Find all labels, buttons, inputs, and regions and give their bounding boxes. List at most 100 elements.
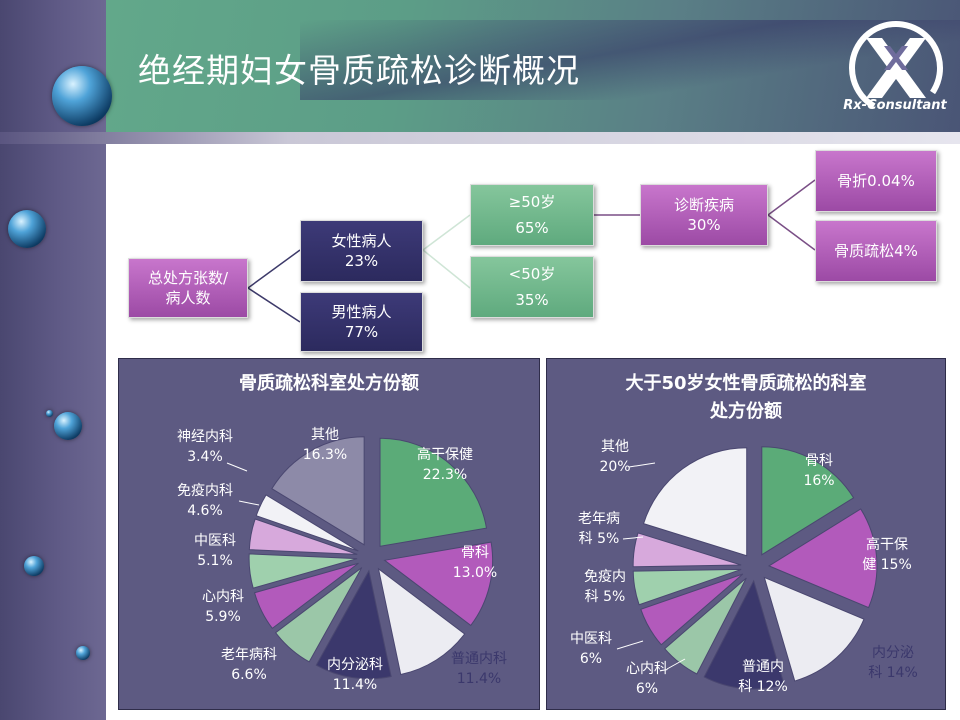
pie-slice-label-6: 免疫内科 5% <box>584 569 626 605</box>
node-diagnosed: 诊断疾病 30% <box>640 184 768 246</box>
pie-slice-0 <box>379 437 488 547</box>
pie-label-text: 4.6% <box>187 503 223 519</box>
sphere-decoration <box>46 410 53 417</box>
pie-slice-label-8: 其他 20% <box>599 439 630 475</box>
node-female-patients: 女性病人 23% <box>300 220 423 282</box>
pie-slice-5 <box>253 562 359 630</box>
sphere-decoration <box>76 646 90 660</box>
node-over50-label: ≥50岁 <box>508 193 556 211</box>
node-osteoporosis-label: 骨质疏松4% <box>834 242 918 260</box>
pie-label-text: 内分泌科 <box>327 657 383 673</box>
pie-label-text: 健 15% <box>862 557 912 573</box>
pie-slice-3 <box>703 579 785 690</box>
page-title: 绝经期妇女骨质疏松诊断概况 <box>138 51 580 90</box>
pie-slice-label-7: 老年病科 5% <box>578 511 620 547</box>
pie-slice-label-3: 普通内科 12% <box>738 659 788 695</box>
pie-label-text: 20% <box>599 459 630 475</box>
logo-text: Rx-Consultant <box>843 98 947 113</box>
pie-slice-7 <box>248 518 358 555</box>
pie-label-text: 5.1% <box>197 553 233 569</box>
rx-consultant-logo <box>848 20 943 115</box>
pie-label-text: 内分泌 <box>872 645 914 661</box>
pie-right-title-line2: 处方份额 <box>710 401 782 422</box>
tree-connectors <box>247 179 816 323</box>
pie-right-title-line1: 大于50岁女性骨质疏松的科室 <box>625 373 867 394</box>
pie-label-text: 免疫内科 <box>177 483 233 499</box>
pie-label-text: 老年病科 <box>221 647 277 663</box>
pie-slice-0 <box>761 446 855 556</box>
node-male-label: 男性病人 <box>331 303 392 321</box>
pie-slice-4 <box>664 577 747 675</box>
pie-label-text: 16.3% <box>303 447 347 463</box>
pie-slice-1 <box>383 541 494 627</box>
pie-slice-label-3: 内分泌科 11.4% <box>327 657 383 693</box>
pie-slice-label-4: 老年病科 6.6% <box>221 647 277 683</box>
sphere-decoration <box>52 66 112 126</box>
pie-label-text: 6.6% <box>231 667 267 683</box>
pie-slice-6 <box>248 553 358 589</box>
pie-slice-label-7: 免疫内科 4.6% <box>177 483 233 519</box>
pie-label-text: 11.4% <box>333 677 377 693</box>
pie-slice-label-1: 高干保健 15% <box>862 536 912 573</box>
pie-label-text: 3.4% <box>187 449 223 465</box>
pie-slice-label-4: 心内科 6% <box>626 661 668 697</box>
pie-slice-6 <box>632 568 742 606</box>
node-over50-value: 65% <box>515 219 549 237</box>
pie-label-text: 22.3% <box>423 467 467 483</box>
pie-leader-line <box>616 640 644 650</box>
node-osteoporosis: 骨质疏松4% <box>815 220 937 282</box>
pie-right-chart: 骨科 16% 高干保健 15% 内分泌科 14% 普通内科 12% 心内科 6% 中医科 6% 免… <box>570 439 918 697</box>
node-under50-label: <50岁 <box>508 265 556 283</box>
pie-label-text: 高干保健 <box>417 446 473 463</box>
pie-leader-line <box>628 462 656 468</box>
pie-label-text: 其他 <box>601 439 629 455</box>
node-diagnosed-label: 诊断疾病 <box>673 196 734 214</box>
sphere-decoration <box>8 210 46 248</box>
node-diagnosed-value: 30% <box>687 216 721 234</box>
pie-label-text: 老年病 <box>578 511 620 527</box>
header-divider-band <box>0 132 960 144</box>
pie-slice-5 <box>640 573 744 646</box>
node-male-value: 77% <box>344 323 379 341</box>
pie-label-text: 13.0% <box>453 565 497 581</box>
pie-label-text: 心内科 <box>626 661 668 677</box>
node-female-label: 女性病人 <box>331 232 392 250</box>
pie-slice-label-8: 神经内科 3.4% <box>177 429 233 465</box>
pie-leader-line <box>226 462 248 472</box>
pie-label-text: 科 14% <box>868 665 918 681</box>
pie-label-text: 5.9% <box>205 609 241 625</box>
pie-slice-2 <box>763 576 865 682</box>
pie-slice-label-2: 普通内科 11.4% <box>451 651 507 687</box>
pie-slice-4 <box>274 567 363 663</box>
node-under50-value: 35% <box>515 291 549 309</box>
pie-label-text: 神经内科 <box>177 429 233 445</box>
pie-label-text: 普通内 <box>742 659 784 675</box>
pie-slice-label-2: 内分泌科 14% <box>868 645 918 681</box>
pie-label-text: 科 5% <box>585 589 626 605</box>
pie-label-text: 其他 <box>311 427 339 443</box>
node-fracture: 骨折0.04% <box>815 150 937 212</box>
pie-slice-3 <box>315 569 392 680</box>
pie-slice-label-5: 中医科 6% <box>570 631 612 667</box>
pie-label-text: 普通内科 <box>451 651 507 667</box>
pie-label-text: 心内科 <box>202 589 244 605</box>
node-age-under-50: <50岁 35% <box>470 256 594 318</box>
pie-slice-label-9: 其他 16.3% <box>303 427 347 463</box>
pie-slice-label-0: 高干保健 22.3% <box>417 446 473 483</box>
pie-slice-label-0: 骨科 16% <box>803 453 834 489</box>
node-female-value: 23% <box>344 252 379 270</box>
pie-leader-line <box>238 500 260 506</box>
pie-slice-1 <box>767 508 878 609</box>
node-total-line2: 病人数 <box>165 289 211 307</box>
pie-slice-label-1: 骨科 13.0% <box>453 545 497 581</box>
pie-slice-9 <box>271 436 365 546</box>
pie-label-text: 骨科 <box>461 545 489 561</box>
pie-label-text: 中医科 <box>194 533 236 549</box>
pie-panel-left: 骨质疏松科室处方份额 高干保健 22.3% 骨科 13.0% 普通内科 11.4% 内分泌科… <box>118 358 540 710</box>
pie-slice-2 <box>377 567 466 676</box>
pie-label-text: 科 12% <box>738 679 788 695</box>
pie-left-title: 骨质疏松科室处方份额 <box>239 373 419 394</box>
pie-leader-line <box>666 658 686 670</box>
pie-label-text: 6% <box>636 681 658 697</box>
node-total-prescriptions: 总处方张数/ 病人数 <box>128 258 248 318</box>
